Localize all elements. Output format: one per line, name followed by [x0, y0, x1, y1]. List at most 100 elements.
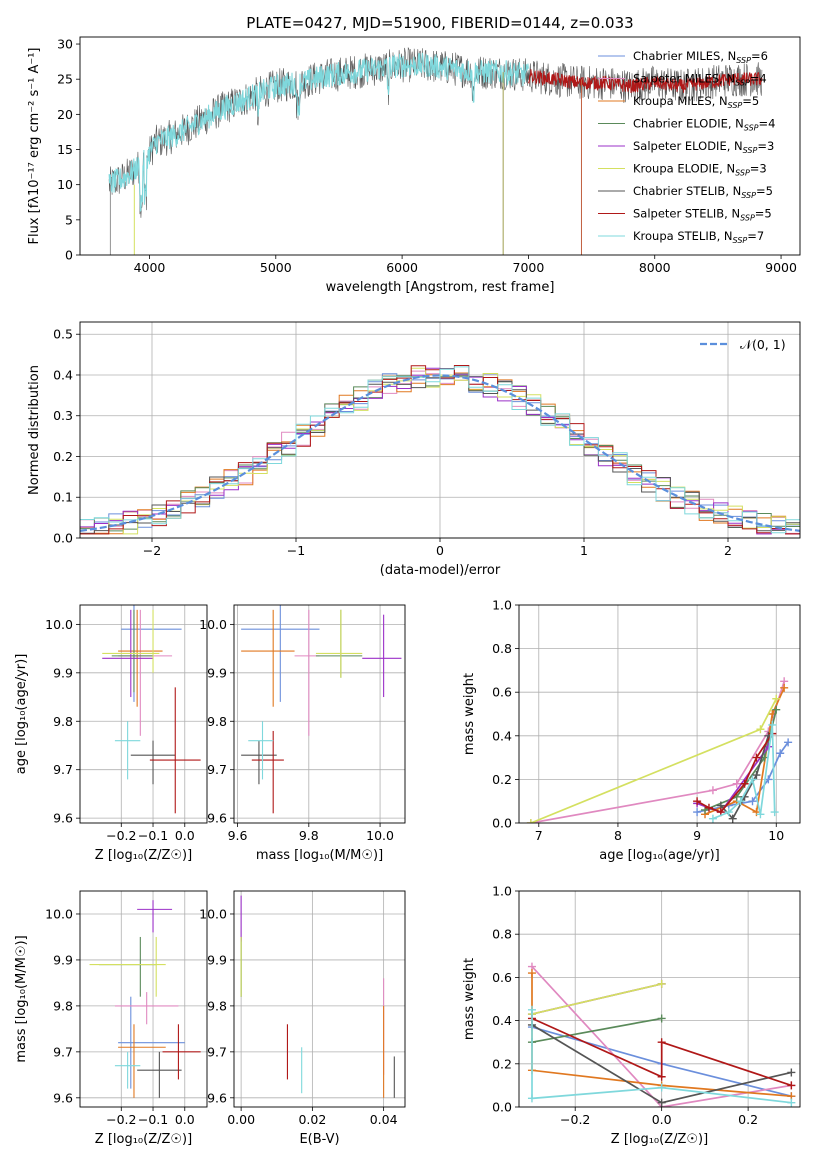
weight-marker	[772, 705, 781, 714]
y-tick-label: 1.0	[492, 884, 512, 899]
spectrum-plot-area	[108, 46, 763, 255]
axes-weight_vs_Z: −0.2 0.0 0.2 0.0 0.2 0.4 0.6 0.8 1.0 Z [log₁₀(Z/Z…	[462, 884, 801, 1147]
spectrum-data-line	[108, 46, 763, 218]
weight-marker	[752, 771, 761, 780]
x-tick-label: −0.2	[560, 1112, 590, 1127]
x-axis-label: Z [log₁₀(Z/Z☉)]	[95, 1132, 192, 1147]
gaussian-curve	[80, 374, 800, 532]
y-tick-label: 0.5	[53, 327, 73, 342]
x-tick-label: 8000	[639, 260, 671, 275]
legend-label: Salpeter ELODIE, NSSP=3	[633, 139, 774, 155]
x-tick-label: 5000	[260, 260, 292, 275]
legend-label: Kroupa STELIB, NSSP=7	[633, 229, 764, 245]
page-title: PLATE=0427, MJD=51900, FIBERID=0144, z=0…	[246, 14, 633, 32]
y-tick-label: 0.4	[492, 728, 512, 743]
legend-label: Salpeter MILES, NSSP=4	[633, 72, 767, 88]
weight-marker	[776, 749, 785, 758]
weight-marker	[768, 720, 777, 729]
y-tick-label: 1.0	[492, 598, 512, 613]
weight-marker	[752, 753, 761, 762]
weight-line	[531, 1017, 662, 1044]
legend-label: Kroupa MILES, NSSP=5	[633, 94, 759, 110]
weight-marker	[527, 969, 536, 978]
y-tick-label: 9.7	[53, 1044, 73, 1059]
x-axis-label: Z [log₁₀(Z/Z☉)]	[95, 848, 192, 863]
weight-marker	[784, 738, 793, 747]
x-tick-label: −0.1	[138, 1112, 168, 1127]
spectrum-legend: Chabrier MILES, NSSP=6 Salpeter MILES, NS…	[598, 49, 775, 245]
y-axis-label: mass weight	[462, 673, 477, 755]
weight-marker	[787, 1068, 796, 1077]
x-tick-label: 1	[580, 543, 588, 558]
y-axis-label: age [log₁₀(age/yr)]	[14, 654, 29, 775]
legend-label: Chabrier STELIB, NSSP=5	[633, 184, 773, 200]
y-tick-label: 9.6	[207, 1090, 227, 1105]
weight-marker	[740, 779, 749, 788]
y-tick-label: 9.8	[53, 714, 73, 729]
x-tick-label: 0.02	[298, 1112, 326, 1127]
y-tick-label: 0.8	[492, 641, 512, 656]
y-tick-label: 9.8	[53, 998, 73, 1013]
spectrum-model-line	[108, 52, 529, 212]
y-tick-label: 0.8	[492, 927, 512, 942]
weight-marker	[748, 775, 757, 784]
weight-marker	[527, 1094, 536, 1103]
y-tick-label: 15	[57, 142, 73, 157]
weight-line	[531, 1017, 792, 1087]
x-tick-label: 9	[693, 828, 701, 843]
x-tick-label: −1	[287, 543, 305, 558]
plot-frame	[233, 890, 406, 1108]
y-tick-label: 9.7	[53, 762, 73, 777]
y-tick-label: 10	[57, 177, 73, 192]
weight-marker	[780, 683, 789, 692]
legend-label: Chabrier MILES, NSSP=6	[633, 49, 768, 65]
plot-frame	[518, 604, 801, 824]
y-tick-label: 0.2	[492, 772, 512, 787]
legend-label: Chabrier ELODIE, NSSP=4	[633, 117, 775, 133]
y-tick-label: 0.0	[492, 1100, 512, 1115]
x-tick-label: 10	[768, 828, 784, 843]
y-tick-label: 9.7	[207, 1044, 227, 1059]
x-tick-label: 9000	[765, 260, 797, 275]
x-tick-label: 0.0	[175, 1112, 195, 1127]
x-axis-label: Z [log₁₀(Z/Z☉)]	[611, 1132, 708, 1147]
x-tick-label: 0.00	[227, 1112, 255, 1127]
weight-marker	[657, 1038, 666, 1047]
y-tick-label: 0.4	[53, 367, 73, 382]
axes-residuals: −2 −1 0 1 2 0.0 0.1 0.2 0.3 0.4 0.5 (data-model)/er…	[27, 321, 801, 578]
plot-frame	[79, 604, 208, 824]
y-tick-label: 0.1	[53, 490, 73, 505]
weight-marker	[693, 808, 702, 817]
y-tick-label: 9.9	[207, 665, 227, 680]
histogram-series	[80, 366, 800, 535]
weight-marker	[724, 808, 733, 817]
y-axis-label: mass weight	[462, 958, 477, 1040]
y-tick-label: 0.6	[492, 685, 512, 700]
y-tick-label: 25	[57, 72, 73, 87]
y-tick-label: 9.6	[207, 811, 227, 826]
y-tick-label: 9.6	[53, 811, 73, 826]
weight-marker	[756, 810, 765, 819]
plot-frame	[79, 890, 208, 1108]
y-tick-label: 9.9	[53, 952, 73, 967]
y-tick-label: 30	[57, 37, 73, 52]
weight-line	[531, 1009, 792, 1104]
y-tick-label: 9.9	[53, 665, 73, 680]
x-axis-label: E(B-V)	[299, 1132, 339, 1147]
y-tick-label: 9.6	[53, 1090, 73, 1105]
y-tick-label: 0.0	[53, 531, 73, 546]
weight-marker	[657, 1014, 666, 1023]
weight-marker	[527, 1005, 536, 1014]
axes-mass_vs_ebv: 0.00 0.02 0.04 9.6 9.7 9.8 9.9 10.0 E(B-V)	[199, 890, 406, 1147]
x-tick-label: 2	[724, 543, 732, 558]
plot-frame	[79, 36, 801, 256]
y-tick-label: 0.3	[53, 408, 73, 423]
legend-label: 𝒩(0, 1)	[740, 337, 786, 352]
y-tick-label: 0.0	[492, 816, 512, 831]
histogram-plot-area	[80, 365, 800, 535]
residual-legend: 𝒩(0, 1)	[700, 337, 786, 352]
errorbar-plot-area	[102, 605, 201, 814]
y-tick-label: 20	[57, 107, 73, 122]
y-tick-label: 10.0	[45, 906, 73, 921]
